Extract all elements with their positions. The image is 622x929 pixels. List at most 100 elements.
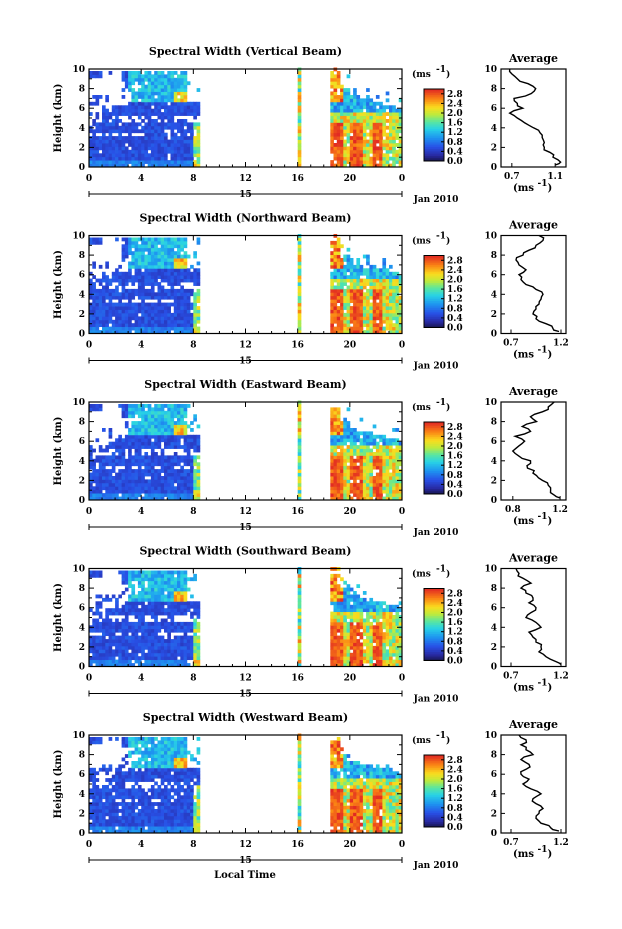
heatmap-cell xyxy=(349,285,354,290)
heatmap-cell xyxy=(128,271,132,276)
heatmap-cell xyxy=(398,441,403,446)
heatmap-cell xyxy=(190,469,194,473)
heatmap-cell xyxy=(141,129,145,134)
heatmap-cell xyxy=(369,438,374,443)
heatmap-cell xyxy=(150,591,155,595)
heatmap-cell xyxy=(154,621,158,626)
heatmap-cell xyxy=(297,309,302,314)
heatmap-cell xyxy=(375,458,380,463)
heatmap-cell xyxy=(193,125,197,130)
heatmap-cell xyxy=(362,445,367,449)
heatmap-cell xyxy=(105,330,109,334)
heatmap-cell xyxy=(349,642,354,647)
heatmap-cell xyxy=(379,271,383,276)
heatmap-cell xyxy=(164,642,168,647)
heatmap-cell xyxy=(196,604,201,609)
heatmap-cell xyxy=(385,143,390,147)
heatmap-cell xyxy=(131,594,136,599)
heatmap-cell xyxy=(379,486,383,491)
heatmap-cell xyxy=(108,288,113,293)
heatmap-cell xyxy=(124,486,129,491)
heatmap-cell xyxy=(366,462,370,467)
heatmap-cell xyxy=(141,295,145,300)
colorbar-segment xyxy=(424,305,444,309)
heatmap-cell xyxy=(124,407,129,412)
x-tick-label: 16 xyxy=(291,174,304,184)
heatmap-cell xyxy=(375,119,380,123)
heatmap-cell xyxy=(330,642,334,647)
heatmap-cell xyxy=(190,639,194,643)
heatmap-cell xyxy=(186,479,191,484)
average-x-tick-label: 0.7 xyxy=(504,172,520,182)
heatmap-cell xyxy=(375,146,380,151)
heatmap-cell xyxy=(167,594,171,599)
heatmap-cell xyxy=(366,275,370,280)
heatmap-cell xyxy=(141,292,145,297)
heatmap-cell xyxy=(105,136,109,140)
heatmap-cell xyxy=(141,441,145,446)
heatmap-cell xyxy=(128,84,132,89)
heatmap-cell xyxy=(349,428,354,432)
heatmap-cell xyxy=(147,659,152,664)
heatmap-cell xyxy=(170,455,175,460)
heatmap-cell xyxy=(333,434,338,439)
heatmap-cell xyxy=(366,326,370,331)
heatmap-cell xyxy=(95,479,100,484)
heatmap-cell xyxy=(343,312,347,317)
heatmap-cell xyxy=(124,81,129,86)
heatmap-cell xyxy=(105,496,109,501)
heatmap-cell xyxy=(118,312,122,317)
heatmap-cell xyxy=(297,251,302,256)
heatmap-cell xyxy=(160,573,165,578)
heatmap-cell xyxy=(147,472,152,477)
heatmap-cell xyxy=(121,160,126,164)
heatmap-cell xyxy=(366,108,370,113)
heatmap-cell xyxy=(359,160,364,164)
heatmap-cell xyxy=(369,496,374,501)
heatmap-cell xyxy=(167,81,171,86)
heatmap-cell xyxy=(173,326,178,331)
heatmap-cell xyxy=(336,455,341,460)
heatmap-cell xyxy=(157,597,162,602)
heatmap-cell xyxy=(346,247,351,252)
heatmap-cell xyxy=(177,482,181,487)
heatmap-cell xyxy=(128,434,132,439)
heatmap-cell xyxy=(154,601,158,606)
heatmap-cell xyxy=(157,656,162,661)
heatmap-cell xyxy=(190,323,194,328)
heatmap-cell xyxy=(128,319,132,324)
colorbar-segment xyxy=(424,458,444,461)
heatmap-cell xyxy=(121,632,126,637)
heatmap-cell xyxy=(124,659,129,664)
heatmap-cell xyxy=(167,143,171,147)
heatmap-cell xyxy=(366,254,370,259)
heatmap-cell xyxy=(343,288,347,293)
heatmap-cell xyxy=(369,271,374,276)
unit-close: ) xyxy=(446,69,450,80)
heatmap-cell xyxy=(392,295,396,300)
heatmap-cell xyxy=(183,584,188,589)
heatmap-cell xyxy=(118,326,122,331)
heatmap-cell xyxy=(137,448,142,453)
heatmap-cell xyxy=(297,611,302,616)
heatmap-cell xyxy=(164,306,168,310)
heatmap-cell xyxy=(167,326,171,331)
heatmap-cell xyxy=(330,275,334,280)
heatmap-cell xyxy=(340,285,344,290)
heatmap-cell xyxy=(177,278,181,283)
heatmap-cell xyxy=(141,84,145,89)
heatmap-cell xyxy=(336,323,341,328)
colorbar-segment xyxy=(424,134,444,137)
heatmap-cell xyxy=(177,455,181,460)
heatmap-cell xyxy=(154,292,158,297)
heatmap-cell xyxy=(385,119,390,123)
heatmap-cell xyxy=(105,479,109,484)
heatmap-cell xyxy=(382,108,387,113)
heatmap-cell xyxy=(108,163,113,168)
heatmap-cell xyxy=(124,319,129,324)
heatmap-cell xyxy=(343,258,347,262)
heatmap-cell xyxy=(359,472,364,477)
heatmap-cell xyxy=(297,98,302,103)
heatmap-cell xyxy=(333,621,338,626)
